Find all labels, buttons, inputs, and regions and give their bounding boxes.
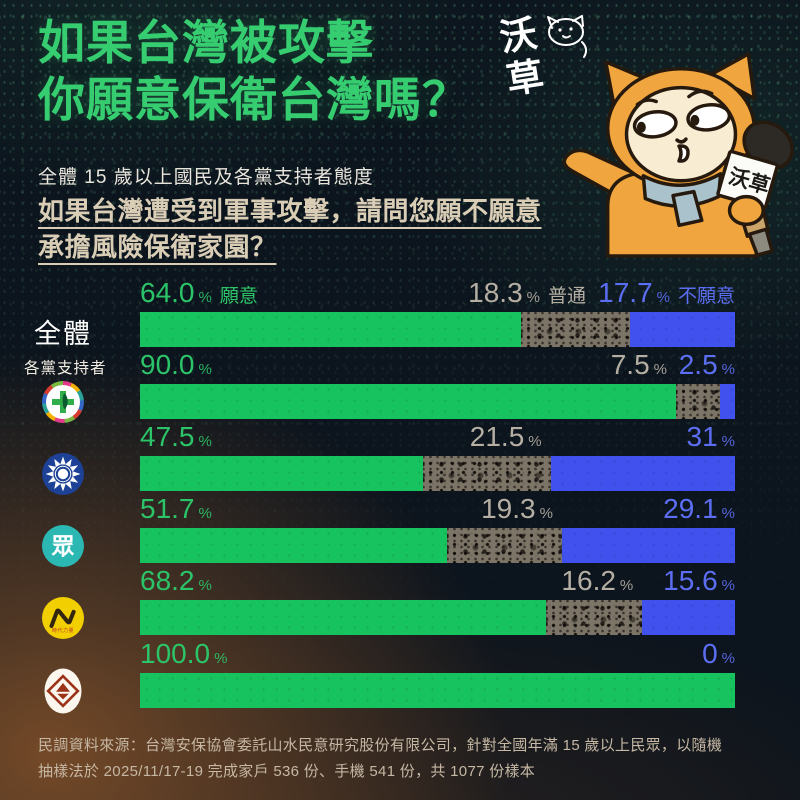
row-category-npp-logo: 時代力量: [42, 595, 84, 641]
brand-logo: 沃草: [492, 13, 610, 126]
seg-unwilling: [629, 312, 735, 347]
bar-label-willing: 90.0%: [140, 349, 212, 380]
seg-willing: [140, 456, 423, 491]
seg-neutral: [447, 528, 563, 563]
seg-neutral: [520, 312, 630, 347]
seg-unwilling: [720, 384, 735, 419]
row-category-label: 全體: [34, 319, 92, 349]
kmt-logo: [42, 453, 84, 495]
stacked-bar: [140, 528, 735, 563]
bar-value-labels: 47.5% 21.5% 31%: [140, 421, 736, 454]
stacked-bar: [140, 312, 735, 347]
subtitle: 全體 15 歲以上國民及各黨支持者態度: [38, 167, 374, 188]
group-caption: 各黨支持者: [24, 360, 107, 377]
chart-row-kmt: 47.5% 21.5% 31%: [42, 421, 736, 495]
bar-value-labels: 100.0% 0%: [140, 638, 735, 671]
row-category-kmt-logo: [42, 451, 84, 497]
stacked-bar: [140, 384, 735, 419]
row-category-tsp-logo: [42, 668, 84, 714]
chart-row-tpp: 眾 51.7% 19.3% 29.1%: [42, 493, 735, 567]
question-line-2: 承擔風險保衛家園？: [38, 233, 277, 263]
bar-label-unwilling: 17.7% 不願意: [598, 277, 735, 308]
cat-doodle-icon: [547, 15, 588, 58]
bar-value-labels: 90.0% 7.5% 2.5%: [140, 349, 735, 382]
seg-unwilling: [562, 528, 735, 563]
seg-neutral: [675, 384, 721, 419]
seg-neutral: [545, 600, 643, 635]
bar-label-neutral: 7.5%: [610, 349, 667, 380]
mascot-scarf-knot: [671, 189, 704, 228]
bar-label-unwilling: 2.5%: [678, 349, 735, 380]
mascot-paw: [727, 194, 765, 227]
seg-unwilling: [642, 600, 735, 635]
bar-label-neutral: 16.2%: [561, 565, 634, 596]
question-line-1: 如果台灣遭受到軍事攻擊，請問您願不願意: [38, 197, 542, 226]
bar-label-willing: 64.0% 願意: [140, 277, 258, 308]
tpp-logo: 眾: [42, 525, 84, 567]
bar-label-neutral: 19.3%: [481, 493, 553, 524]
seg-willing: [140, 673, 735, 708]
seg-unwilling: [550, 456, 735, 491]
bar-label-willing: 47.5%: [140, 421, 212, 452]
row-category-dpp-logo: [42, 379, 84, 425]
bar-label-neutral: 18.3% 普通: [468, 277, 586, 308]
bar-label-unwilling: 31%: [686, 421, 736, 452]
title-line-1: 如果台灣被攻擊: [38, 16, 374, 69]
survey-question: 如果台灣遭受到軍事攻擊，請問您願不願意 承擔風險保衛家園？: [38, 194, 542, 267]
stacked-bar: [140, 600, 735, 635]
seg-willing: [140, 528, 448, 563]
seg-neutral: [422, 456, 551, 491]
source-note-line-1: 民調資料來源：台灣安保協會委託山水民意研究股份有限公司，針對全國年滿 15 歲以…: [38, 737, 723, 754]
tsp-logo: [44, 668, 82, 714]
bar-value-labels: 68.2% 16.2% 15.6%: [140, 565, 735, 598]
seg-willing: [140, 384, 676, 419]
stacked-bar: [140, 456, 735, 491]
source-note-line-2: 抽樣法於 2025/11/17-19 完成家戶 536 份、手機 541 份，共…: [38, 763, 536, 781]
reporter-cat-mascot: 沃草: [556, 50, 800, 258]
bar-label-neutral: 21.5%: [469, 421, 542, 452]
bar-label-unwilling: 0%: [702, 638, 735, 669]
chart-row-overall: 全體 64.0% 願意 18.3% 普通 17.7% 不願意: [34, 277, 735, 349]
chart-row-dpp: 90.0% 7.5% 2.5%: [42, 349, 735, 423]
bar-value-labels: 64.0% 願意 18.3% 普通 17.7% 不願意: [140, 277, 735, 310]
bar-label-willing: 68.2%: [140, 565, 212, 596]
source-note: 民調資料來源：台灣安保協會委託山水民意研究股份有限公司，針對全國年滿 15 歲以…: [38, 733, 773, 786]
dpp-logo: [42, 381, 84, 423]
chart-row-tsp: 100.0% 0%: [44, 638, 735, 714]
bar-label-willing: 51.7%: [140, 493, 212, 524]
bar-label-unwilling: 15.6%: [663, 565, 735, 596]
page-title: 如果台灣被攻擊 你願意保衛台灣嗎？: [38, 14, 470, 129]
bar-label-willing: 100.0%: [140, 638, 228, 669]
bar-label-unwilling: 29.1%: [663, 493, 735, 524]
title-line-2: 你願意保衛台灣嗎？: [38, 73, 470, 127]
stacked-bar: [140, 673, 735, 708]
row-category-tpp-logo: 眾: [42, 523, 84, 569]
chart-row-npp: 時代力量 68.2% 16.2% 15.6%: [42, 565, 735, 639]
seg-willing: [140, 312, 521, 347]
npp-logo: 時代力量: [42, 597, 84, 639]
seg-willing: [140, 600, 546, 635]
bar-value-labels: 51.7% 19.3% 29.1%: [140, 493, 735, 526]
